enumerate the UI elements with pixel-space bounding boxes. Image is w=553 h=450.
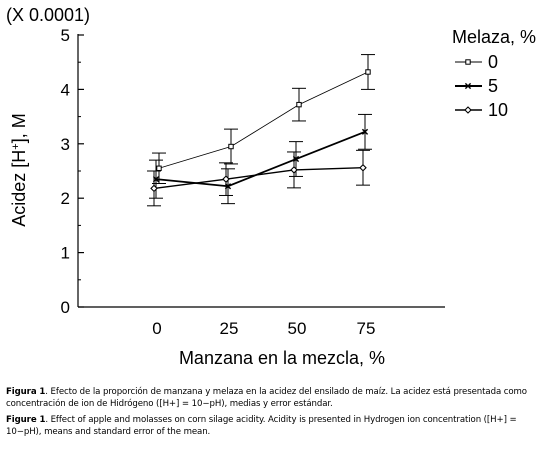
legend-item-5: 5	[455, 76, 498, 96]
x-tick-label: 25	[220, 319, 239, 338]
y-tick-label: 4	[61, 80, 70, 99]
data-point	[222, 175, 230, 183]
y-tick-label: 2	[61, 189, 70, 208]
x-axis: 0 25 50 75	[78, 306, 445, 338]
data-point	[361, 128, 369, 135]
series-line	[155, 130, 366, 188]
caption-english: Figure 1. Effect of apple and molasses o…	[6, 414, 546, 438]
y-axis: 0 1 2 3 4 5	[61, 26, 84, 317]
data-point	[228, 143, 234, 150]
series-layer	[147, 54, 375, 207]
x-axis-label: Manzana en la mezcla, %	[179, 348, 385, 368]
data-point	[150, 184, 158, 193]
legend: Melaza, % 0 5 10	[452, 27, 536, 120]
legend-title: Melaza, %	[452, 27, 536, 47]
legend-label: 0	[488, 52, 498, 72]
data-point	[464, 82, 472, 90]
y-tick-label: 3	[61, 135, 70, 154]
y-tick-label: 1	[61, 244, 70, 263]
x-tick-label: 0	[152, 319, 161, 338]
caption-english-label: Figure 1	[6, 415, 46, 425]
caption-english-text: . Effect of apple and molasses on corn s…	[6, 415, 517, 437]
x-tick-label: 75	[357, 319, 376, 338]
caption-spanish-label: Figura 1	[6, 387, 46, 397]
legend-label: 5	[488, 76, 498, 96]
caption-spanish: Figura 1. Efecto de la proporción de man…	[6, 386, 546, 410]
series-0	[152, 54, 375, 185]
series-line	[158, 71, 369, 169]
legend-label: 10	[488, 100, 508, 120]
y-axis-label: Acidez [H+], M	[9, 113, 29, 226]
data-point	[156, 165, 162, 171]
x-tick-label: 50	[288, 319, 307, 338]
series-line	[153, 167, 364, 190]
scale-note: (X 0.0001)	[6, 5, 90, 25]
data-point	[464, 106, 472, 114]
series-10	[147, 149, 370, 207]
legend-item-0: 0	[455, 52, 498, 72]
y-tick-label: 5	[61, 26, 70, 45]
data-point	[365, 69, 371, 75]
legend-item-10: 10	[455, 100, 508, 120]
caption-spanish-text: . Efecto de la proporción de manzana y m…	[6, 387, 527, 409]
data-point	[465, 59, 471, 65]
data-point	[296, 101, 302, 108]
data-point	[359, 163, 367, 172]
series-5	[149, 113, 372, 205]
data-point	[290, 166, 298, 174]
y-tick-label: 0	[61, 298, 70, 317]
